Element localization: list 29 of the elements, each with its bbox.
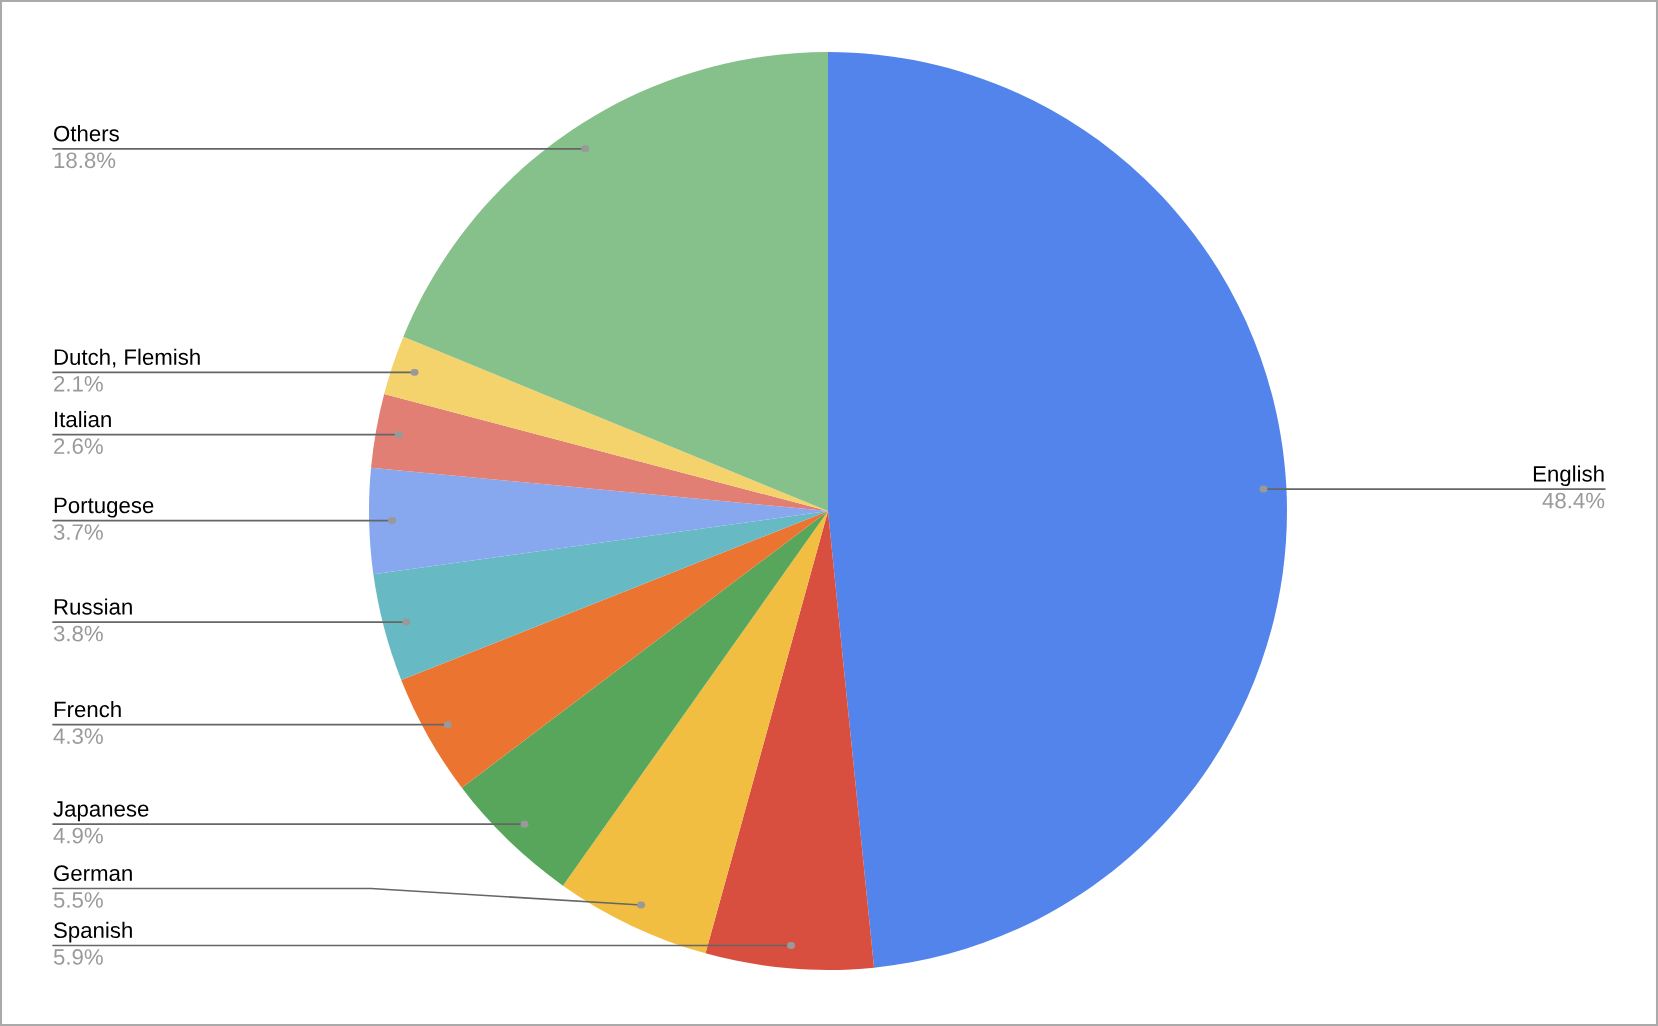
pie-slice (562, 511, 828, 954)
pie-slice (373, 511, 828, 680)
slice-label: Spanish (54, 921, 132, 943)
pie-slice (828, 52, 1287, 968)
data-label: 3.7% (53, 524, 103, 540)
data-label: 5.5% (53, 892, 103, 908)
data-label: 18.8% (54, 152, 116, 169)
pie-slice (705, 511, 875, 970)
data-label: 4.3% (53, 728, 103, 744)
slice-label: Italian (55, 410, 111, 428)
slice-label: English (1533, 465, 1604, 487)
slice-label: Dutch, Flemish (54, 348, 200, 368)
pie-slice (401, 511, 828, 788)
data-label: 5.9% (53, 949, 103, 965)
pie-slice (384, 336, 828, 511)
pie-slice (371, 394, 828, 511)
data-label: 4.9% (53, 827, 103, 844)
slice-label: French (54, 700, 121, 718)
slice-label: German (54, 865, 132, 882)
slice-label: Portugese (54, 497, 154, 518)
pie-slice (461, 511, 828, 886)
slice-label: Japanese (53, 801, 149, 822)
pie-slice (403, 52, 828, 511)
slice-label: Others (54, 125, 119, 142)
data-label: 3.8% (53, 625, 103, 642)
data-label: 2.6% (54, 438, 103, 454)
data-label: 2.1% (54, 375, 103, 392)
slice-label: Russian (54, 598, 132, 615)
data-label: 48.4% (1542, 492, 1605, 509)
